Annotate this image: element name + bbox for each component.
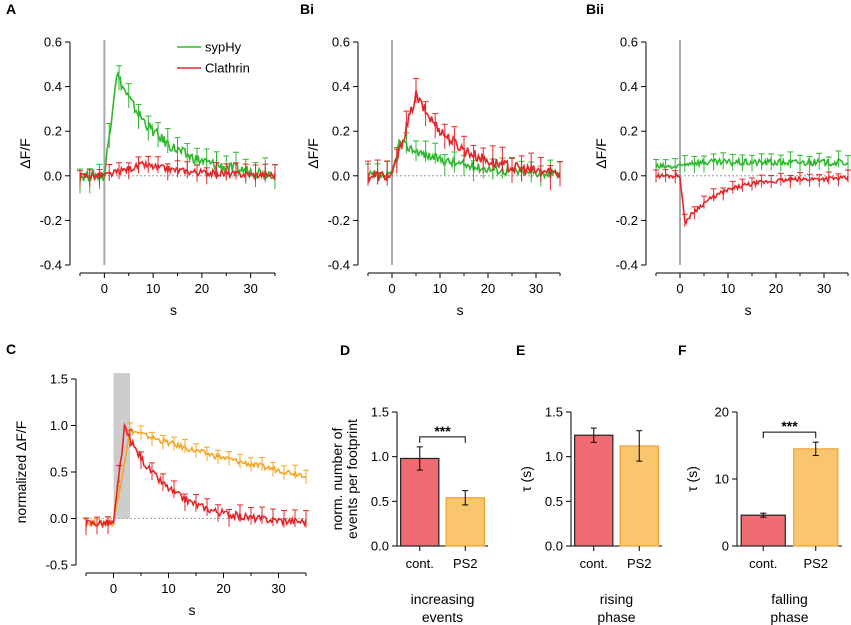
x-tick-label: 20: [195, 281, 209, 296]
y-tick-label: 1.0: [371, 449, 389, 464]
y-axis-label: normalized ΔF/F: [13, 421, 29, 524]
panel-caption: increasing: [411, 591, 475, 607]
x-tick-label: 20: [216, 581, 230, 596]
x-tick-label: 30: [243, 281, 257, 296]
x-axis-label: s: [457, 302, 464, 318]
y-tick-label: 1.0: [50, 418, 68, 433]
x-axis-label: s: [170, 302, 177, 318]
panel-letter: E: [516, 342, 525, 358]
y-tick-label: 0.2: [44, 124, 62, 139]
panel-letter: A: [6, 1, 16, 17]
y-tick-label: 0.4: [44, 79, 62, 94]
x-tick-label: 30: [529, 281, 543, 296]
x-tick-label: 20: [769, 281, 783, 296]
x-axis-label: s: [745, 302, 752, 318]
chart-F: F 0 10 20 cont. PS2 *** τ (s) falling phase: [678, 342, 842, 625]
y-tick-label: -0.2: [40, 213, 62, 228]
x-tick-label: 0: [676, 281, 683, 296]
x-tick-label: PS2: [453, 556, 478, 571]
x-tick-label: 10: [721, 281, 735, 296]
y-tick-label: -0.2: [616, 213, 638, 228]
y-tick-label: 1.5: [50, 372, 68, 387]
chart-Bi: Bi -0.4 -0.2 0.0 0.2 0.4 0.6 0 10 20 30 s ΔF/F: [300, 1, 563, 318]
y-tick-label: 0.4: [332, 79, 350, 94]
x-tick-label: 0: [110, 581, 117, 596]
y-tick-label: 0.6: [332, 35, 350, 50]
x-tick-label: 10: [146, 281, 160, 296]
panel-caption: phase: [597, 609, 635, 625]
y-tick-label: 0.2: [620, 124, 638, 139]
legend-label: sypHy: [205, 40, 242, 55]
y-tick-label: 10: [715, 472, 729, 487]
chart-C: C -0.5 0.0 0.5 1.0 1.5 0 10 20 30 s normalized ΔF/F: [6, 341, 309, 618]
y-tick-label: 0.0: [545, 539, 563, 554]
y-tick-label: 0.6: [44, 35, 62, 50]
x-axis-label: s: [189, 602, 196, 618]
panel-letter: Bii: [586, 1, 604, 17]
bar-cont: [401, 458, 439, 546]
panel-letter: F: [678, 342, 687, 358]
y-tick-label: 1.0: [545, 449, 563, 464]
significance-label: ***: [781, 418, 798, 434]
panel-caption: falling: [771, 591, 808, 607]
y-tick-label: -0.2: [328, 213, 350, 228]
y-axis-label: norm. number of: [329, 428, 345, 531]
panel-caption: events: [422, 609, 463, 625]
y-axis-label: τ (s): [518, 466, 534, 492]
y-tick-label: 0: [722, 539, 729, 554]
y-tick-label: -0.4: [328, 258, 350, 273]
x-tick-label: 10: [433, 281, 447, 296]
y-tick-label: -0.5: [46, 558, 68, 573]
y-axis-label: τ (s): [684, 466, 700, 492]
y-tick-label: 0.0: [50, 511, 68, 526]
panel-caption: rising: [600, 591, 633, 607]
y-tick-label: 1.5: [371, 405, 389, 420]
y-tick-label: -0.4: [40, 258, 62, 273]
y-tick-label: -0.4: [616, 258, 638, 273]
panel-caption: phase: [770, 609, 808, 625]
x-tick-label: cont.: [580, 556, 608, 571]
significance-label: ***: [434, 423, 451, 439]
x-tick-label: PS2: [627, 556, 652, 571]
y-tick-label: 0.2: [332, 124, 350, 139]
y-tick-label: 0.6: [620, 35, 638, 50]
x-tick-label: 20: [481, 281, 495, 296]
y-tick-label: 0.5: [50, 465, 68, 480]
figure: A -0.4 -0.2 0.0 0.2 0.4 0.6 0 10 20 30 s ΔF/F Bi -0.4…: [0, 0, 851, 625]
y-axis-label: ΔF/F: [305, 138, 321, 168]
y-tick-label: 0.5: [545, 494, 563, 509]
chart-Bii: Bii -0.4 -0.2 0.0 0.2 0.4 0.6 0 10 20 30 s ΔF/F: [586, 1, 851, 318]
x-tick-label: 10: [161, 581, 175, 596]
y-axis-label: ΔF/F: [17, 138, 33, 168]
panel-letter: D: [340, 342, 350, 358]
panel-letter: C: [6, 341, 16, 357]
x-tick-label: cont.: [749, 556, 777, 571]
y-axis-label: ΔF/F: [593, 138, 609, 168]
bar-cont: [741, 515, 785, 546]
legend: sypHy Clathrin: [177, 40, 250, 76]
y-tick-label: 0.5: [371, 494, 389, 509]
x-tick-label: PS2: [803, 556, 828, 571]
chart-E: E 0.0 0.5 1.0 1.5 cont. PS2 τ (s) rising phase: [516, 342, 662, 625]
bar-ps2: [794, 449, 838, 546]
y-tick-label: 0.0: [332, 168, 350, 183]
x-tick-label: 30: [271, 581, 285, 596]
y-tick-label: 0.0: [44, 168, 62, 183]
legend-label: Clathrin: [205, 61, 250, 76]
y-axis-label: events per footprint: [344, 419, 360, 539]
y-tick-label: 0.0: [620, 168, 638, 183]
panel-letter: Bi: [300, 1, 314, 17]
bar-cont: [575, 435, 613, 546]
x-tick-label: cont.: [406, 556, 434, 571]
y-tick-label: 0.4: [620, 79, 638, 94]
x-tick-label: 30: [817, 281, 831, 296]
y-tick-label: 1.5: [545, 405, 563, 420]
y-tick-label: 20: [715, 405, 729, 420]
x-tick-label: 0: [388, 281, 395, 296]
x-tick-label: 0: [101, 281, 108, 296]
y-tick-label: 0.0: [371, 539, 389, 554]
